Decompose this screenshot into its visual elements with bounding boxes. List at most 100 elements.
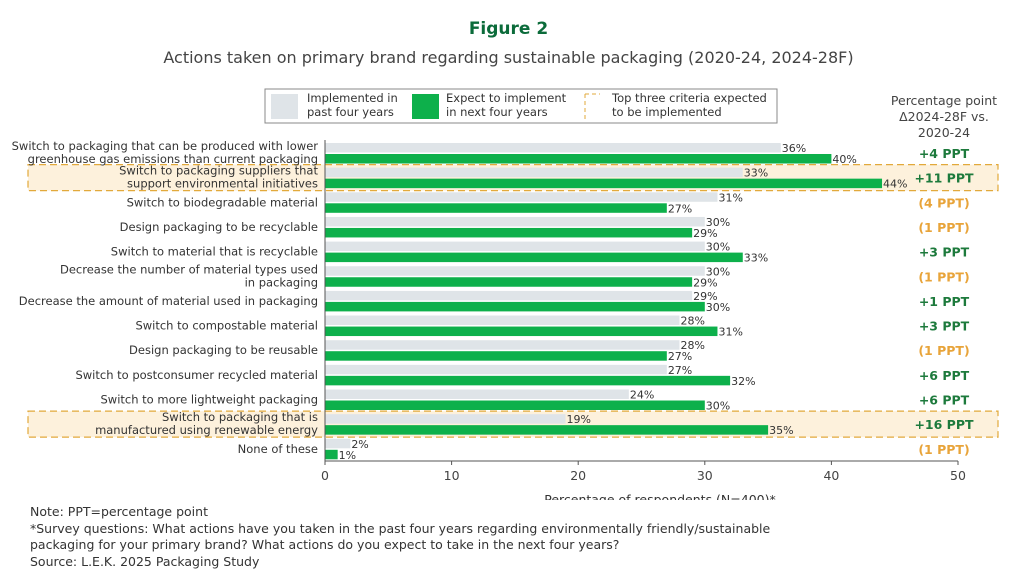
bar-expected	[325, 449, 338, 460]
bar-implemented	[325, 266, 705, 276]
delta-value: +6 PPT	[919, 393, 970, 408]
legend-swatch-expected	[412, 94, 439, 119]
data-label: 35%	[769, 424, 793, 437]
figure-label: Figure 2	[468, 19, 549, 39]
bar-expected	[325, 400, 705, 410]
bar-expected	[325, 227, 693, 238]
legend-label: Top three criteria expected	[611, 91, 767, 105]
bar-implemented	[325, 389, 629, 399]
bar-expected	[325, 178, 883, 189]
data-label: 27%	[668, 364, 692, 377]
delta-value: +3 PPT	[919, 319, 970, 334]
data-label: 30%	[706, 216, 730, 229]
delta-value: +1 PPT	[919, 294, 970, 309]
category-label: manufactured using renewable energy	[95, 423, 318, 437]
category-label: in packaging	[245, 275, 318, 289]
data-label: 31%	[718, 326, 742, 339]
bar-implemented	[325, 241, 705, 252]
data-label: 19%	[567, 413, 591, 426]
category-label: support environmental initiatives	[127, 177, 318, 191]
x-axis-title: Percentage of respondents (N=400)*	[544, 492, 776, 500]
notes: Note: PPT=percentage point *Survey quest…	[30, 504, 770, 570]
category-label: Decrease the amount of material used in …	[19, 294, 318, 308]
data-label: 24%	[630, 389, 654, 402]
note-line: packaging for your primary brand? What a…	[30, 537, 620, 552]
delta-value: +3 PPT	[919, 245, 970, 260]
legend-label: Implemented in	[307, 91, 398, 105]
data-label: 33%	[744, 167, 768, 180]
data-label: 44%	[883, 178, 907, 191]
x-tick-label: 30	[697, 468, 713, 483]
category-label: Switch to more lightweight packaging	[101, 393, 319, 407]
bar-expected	[325, 252, 743, 263]
bar-expected	[325, 203, 667, 213]
bar-implemented	[325, 167, 743, 178]
delta-value: (1 PPT)	[918, 343, 969, 358]
delta-value: (1 PPT)	[918, 442, 969, 457]
bar-expected	[325, 326, 718, 337]
data-label: 27%	[668, 350, 692, 363]
legend-label: to be implemented	[612, 105, 722, 119]
category-label: Switch to packaging that can be produced…	[12, 139, 319, 153]
note-line: Source: L.E.K. 2025 Packaging Study	[30, 553, 260, 569]
delta-value: (1 PPT)	[918, 269, 969, 284]
bar-implemented	[325, 364, 667, 375]
category-label: None of these	[238, 442, 318, 456]
data-label: 29%	[693, 276, 717, 289]
delta-value: +6 PPT	[919, 368, 970, 383]
bar-implemented	[325, 216, 705, 227]
data-label: 33%	[744, 252, 768, 265]
category-label: greenhouse gas emissions than current pa…	[28, 152, 318, 166]
note-line: *Survey questions: What actions have you…	[30, 520, 771, 536]
category-label: Design packaging to be reusable	[129, 343, 318, 357]
legend-label: in next four years	[446, 105, 548, 119]
delta-value: (1 PPT)	[918, 220, 969, 235]
delta-value: +16 PPT	[914, 417, 974, 432]
bar-implemented	[325, 414, 566, 424]
bar-expected	[325, 154, 832, 164]
x-tick-label: 0	[321, 468, 329, 483]
data-label: 31%	[718, 191, 742, 204]
category-label: Design packaging to be recyclable	[120, 220, 318, 234]
data-label: 27%	[668, 202, 692, 215]
x-tick-label: 20	[570, 468, 586, 483]
delta-value: (4 PPT)	[918, 195, 969, 210]
data-label: 32%	[731, 375, 755, 388]
bar-implemented	[325, 192, 718, 202]
data-label: 30%	[706, 400, 730, 413]
bar-expected	[325, 351, 667, 361]
delta-value: +4 PPT	[919, 146, 970, 161]
category-label: Switch to postconsumer recycled material	[75, 368, 318, 382]
x-tick-label: 40	[823, 468, 839, 483]
note-line: Note: PPT=percentage point	[30, 504, 208, 519]
legend-swatch-top-three	[584, 93, 600, 119]
data-label: 1%	[339, 449, 356, 462]
bar-implemented	[325, 340, 680, 350]
category-label: Switch to compostable material	[135, 319, 318, 333]
delta-value: +11 PPT	[914, 171, 974, 186]
data-label: 30%	[706, 241, 730, 254]
category-label: Decrease the number of material types us…	[60, 262, 318, 276]
data-label: 28%	[680, 339, 704, 352]
legend-label: Expect to implement	[446, 91, 567, 105]
delta-header: 2020-24	[918, 125, 970, 140]
legend-box	[264, 88, 778, 124]
bar-implemented	[325, 290, 693, 301]
x-tick-label: 10	[444, 468, 460, 483]
bar-expected	[325, 301, 705, 312]
delta-header: Δ2024-28F vs.	[899, 109, 989, 124]
data-label: 30%	[706, 301, 730, 314]
bar-implemented	[325, 438, 351, 449]
data-label: 40%	[832, 153, 856, 166]
category-label: Switch to material that is recyclable	[111, 245, 318, 259]
data-label: 29%	[693, 290, 717, 303]
category-label: Switch to packaging that is	[162, 410, 318, 424]
data-label: 2%	[351, 438, 368, 451]
bar-implemented	[325, 315, 680, 326]
bar-implemented	[325, 143, 781, 153]
chart-title: Actions taken on primary brand regarding…	[163, 48, 854, 67]
legend-label: past four years	[307, 105, 394, 119]
bar-expected	[325, 425, 769, 435]
